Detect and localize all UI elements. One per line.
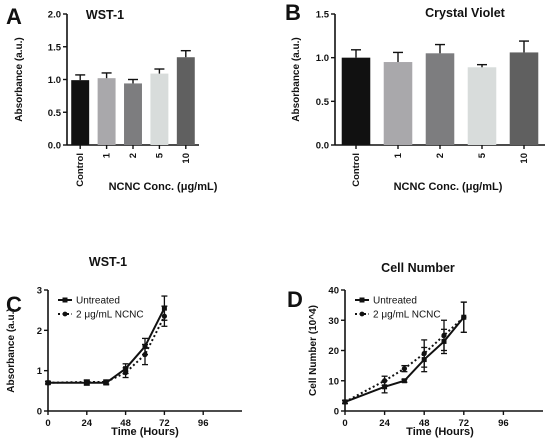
data-point	[441, 332, 447, 338]
panel-letter: A	[6, 4, 22, 29]
chart-panel-d: D Cell Number 0 10 20 30 40 Cell Number (10^4) T…	[287, 261, 543, 438]
y-tick-label: 0.0	[316, 141, 329, 152]
x-tick-label: 5	[477, 152, 488, 158]
x-tick-label: Control	[75, 153, 86, 187]
y-tick-label: 1.5	[316, 10, 330, 21]
y-tick-label: 1.5	[48, 42, 62, 53]
legend-marker	[62, 311, 68, 317]
chart-panel-a: A WST-1 0.0 0.5 1.0 1.5 2.0 Absorbance (a.u.) NC…	[6, 4, 218, 193]
chart-panel-c: C WST-1 0 1 2 3 Absorbance (a.u.) Time (Hours) 0…	[6, 255, 242, 438]
y-axis-label: Absorbance (a.u.)	[14, 37, 25, 121]
data-point	[421, 350, 427, 357]
chart-panel-b: B Crystal Violet 0.0 0.5 1.0 1.5 Absorbance (a…	[285, 0, 545, 193]
panel-letter: D	[287, 287, 303, 312]
chart-title: WST-1	[89, 255, 127, 269]
bar	[509, 52, 539, 145]
y-tick-label: 0.5	[48, 108, 62, 119]
y-axis-label: Absorbance (a.u.)	[6, 308, 17, 392]
y-tick-label: 20	[328, 346, 339, 357]
data-point	[342, 399, 348, 405]
y-tick-label: 2	[37, 326, 42, 337]
data-point	[142, 351, 148, 358]
x-tick-label: 24	[82, 418, 93, 429]
x-tick-label: 72	[459, 418, 470, 429]
panel-letter: B	[285, 0, 301, 25]
data-point	[401, 366, 407, 372]
bar	[124, 83, 142, 145]
bar	[150, 73, 169, 145]
legend-marker	[359, 297, 365, 303]
bar	[71, 80, 90, 145]
legend-label: Untreated	[373, 296, 417, 307]
data-point	[123, 370, 129, 376]
x-tick-label: 96	[198, 418, 209, 429]
chart-title: Crystal Violet	[425, 6, 506, 20]
legend-label: 2 μg/mL NCNC	[76, 310, 144, 321]
legend-marker	[359, 311, 365, 317]
x-tick-label: Control	[351, 153, 362, 187]
bar	[467, 67, 497, 145]
y-tick-label: 1.0	[48, 75, 61, 86]
x-tick-label: 72	[159, 418, 170, 429]
y-tick-label: 0	[334, 407, 339, 418]
x-axis-label: NCNC Conc. (μg/mL)	[394, 181, 503, 193]
series-line	[344, 316, 465, 403]
data-point	[103, 379, 109, 385]
data-point	[382, 378, 388, 384]
y-tick-label: 40	[328, 286, 339, 297]
legend-label: 2 μg/mL NCNC	[373, 310, 441, 321]
data-point	[401, 378, 407, 384]
y-tick-label: 0	[37, 407, 42, 418]
legend-label: Untreated	[76, 296, 120, 307]
data-point	[382, 384, 388, 390]
chart-title: WST-1	[86, 8, 124, 22]
x-tick-label: 1	[393, 152, 404, 158]
x-axis-label: Time (Hours)	[111, 426, 179, 438]
series-line	[47, 315, 166, 384]
x-tick-label: 2	[128, 153, 139, 158]
x-tick-label: 24	[379, 418, 390, 429]
x-tick-label: 1	[102, 152, 113, 158]
x-tick-label: 96	[498, 418, 509, 429]
x-tick-label: 10	[181, 153, 192, 164]
x-tick-label: 10	[519, 153, 530, 164]
x-tick-label: 0	[342, 418, 347, 429]
data-point	[461, 314, 467, 320]
y-tick-label: 3	[37, 286, 42, 297]
data-point	[84, 379, 90, 385]
x-axis-label: NCNC Conc. (μg/mL)	[109, 181, 218, 193]
x-tick-label: 48	[120, 418, 131, 429]
y-tick-label: 0.5	[316, 97, 330, 108]
data-point	[45, 380, 51, 386]
data-point	[161, 313, 167, 319]
y-axis-label: Cell Number (10^4)	[308, 305, 319, 396]
bar	[176, 57, 195, 146]
y-tick-label: 1.0	[316, 53, 329, 64]
x-tick-label: 2	[435, 153, 446, 158]
bar	[97, 78, 116, 145]
y-tick-label: 1	[37, 366, 43, 377]
y-axis-label: Absorbance (a.u.)	[291, 37, 302, 121]
x-tick-label: 48	[419, 418, 430, 429]
bar	[383, 62, 413, 145]
bar	[425, 53, 455, 145]
x-axis-label: Time (Hours)	[406, 426, 474, 438]
x-tick-label: 0	[45, 418, 50, 429]
bar	[341, 57, 371, 145]
series-line	[344, 316, 465, 403]
x-tick-label: 5	[154, 152, 165, 158]
y-tick-label: 30	[328, 316, 339, 327]
chart-title: Cell Number	[381, 261, 455, 275]
y-tick-label: 2.0	[48, 10, 61, 21]
y-tick-label: 10	[328, 376, 339, 387]
y-tick-label: 0.0	[48, 141, 61, 152]
panel-letter: C	[6, 292, 22, 317]
legend-marker	[62, 297, 68, 303]
